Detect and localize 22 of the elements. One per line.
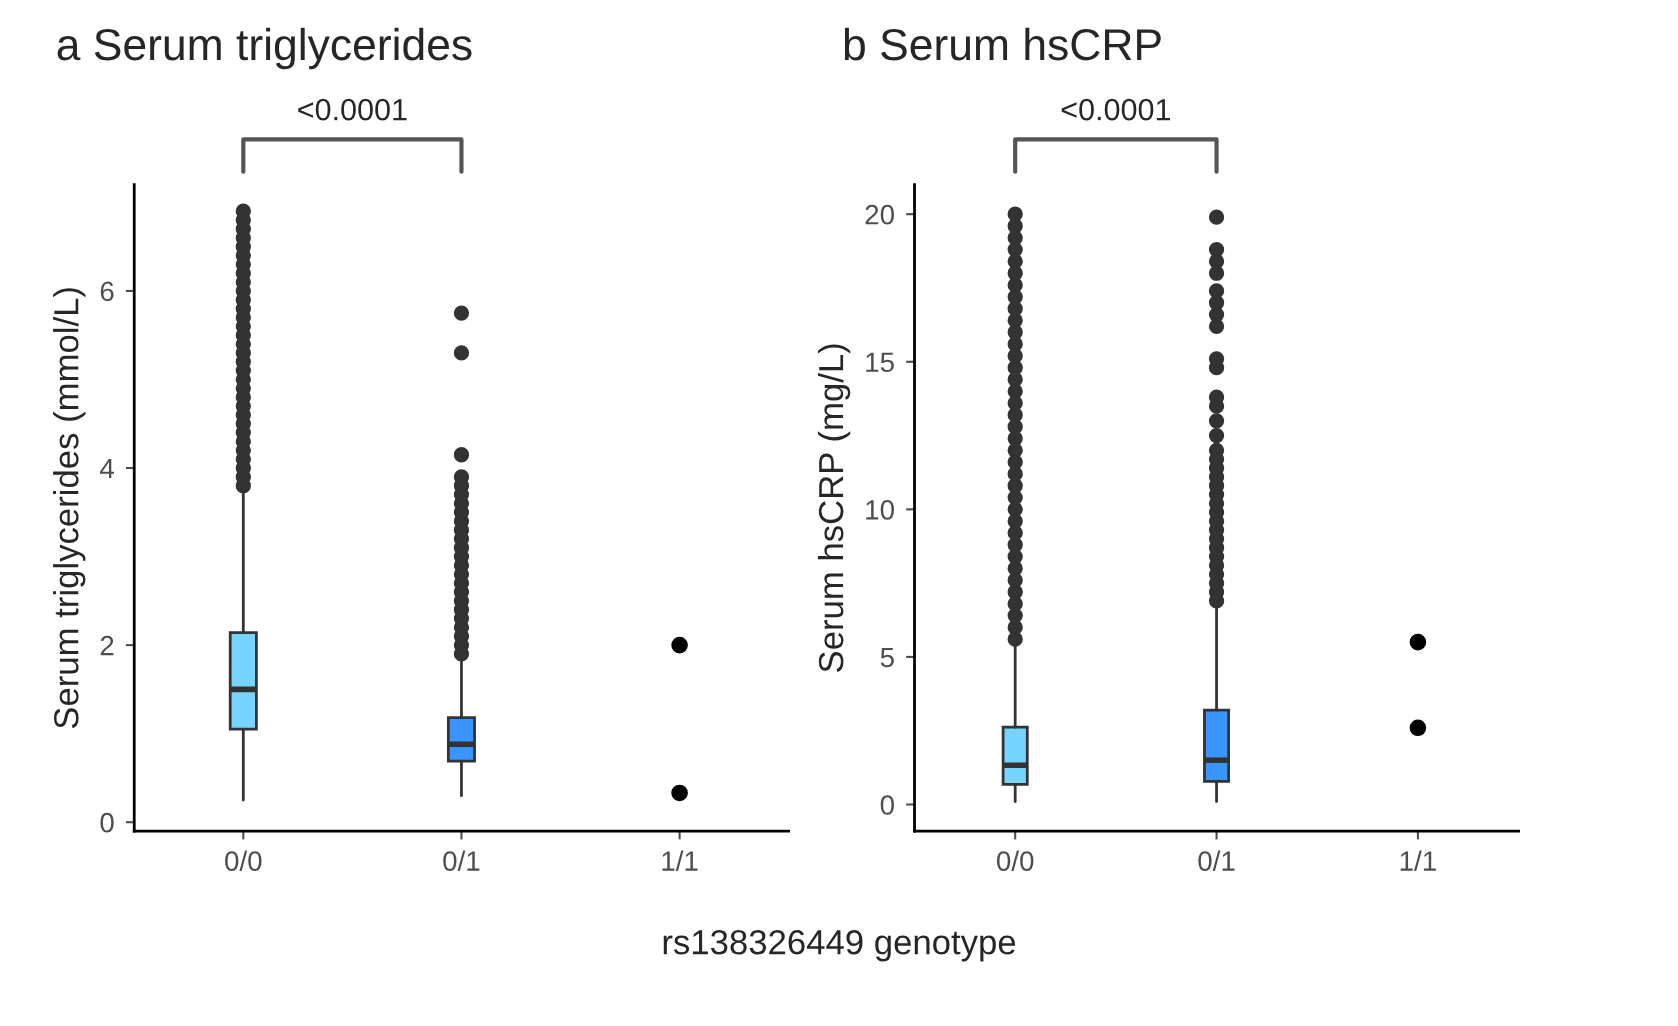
y-tick-label: 6 <box>100 281 114 302</box>
y-tick-label: 10 <box>866 500 894 520</box>
x-tick-label: 1/1 <box>662 850 698 871</box>
y-axis-title: Serum triglycerides (mmol/L) <box>53 288 86 729</box>
text: <0.0001 <box>298 98 407 121</box>
y-tick-label: 0 <box>880 795 894 815</box>
x-tick-label: 0/0 <box>996 850 1034 871</box>
x-tick-label: 0/1 <box>443 850 480 871</box>
y-tick-label: 4 <box>99 458 114 479</box>
chart-title: a Serum triglycerides <box>57 27 472 70</box>
x-tick-label: 1/1 <box>1400 850 1436 871</box>
y-tick-label: 15 <box>866 352 894 373</box>
y-tick-label: 20 <box>865 204 894 225</box>
y-axis-title: Serum hsCRP (mg/L) <box>817 344 851 672</box>
y-tick-label: 2 <box>100 635 114 656</box>
chart-title: b Serum hsCRP <box>844 27 1161 61</box>
y-tick-label: 0 <box>100 812 114 833</box>
x-tick-label: 0/1 <box>1198 850 1235 871</box>
x-tick-label: 0/0 <box>225 850 262 871</box>
text: <0.0001 <box>1061 98 1171 121</box>
x-axis-title: rs138326449 genotype <box>663 929 1016 962</box>
y-tick-label: 5 <box>880 647 894 668</box>
